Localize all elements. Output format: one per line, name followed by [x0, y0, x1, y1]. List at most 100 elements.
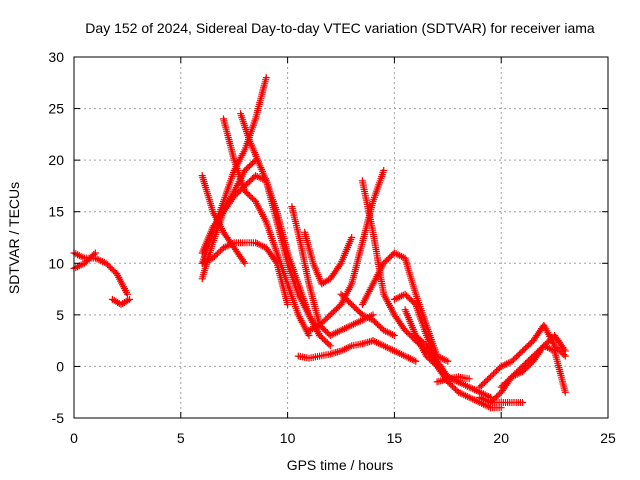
plus-markers: [326, 261, 344, 283]
plus-marker: [412, 357, 420, 365]
plus-markers: [358, 177, 377, 234]
series-arc-23: [433, 373, 473, 386]
y-tick-label: -5: [52, 410, 65, 426]
plus-markers: [316, 312, 333, 329]
x-tick-label: 20: [493, 430, 509, 446]
plus-markers: [455, 388, 471, 400]
plus-markers: [198, 225, 216, 257]
series-arc-13: [294, 337, 377, 362]
plus-markers: [412, 332, 429, 348]
plus-markers: [252, 76, 270, 123]
series-arc-12: [301, 228, 356, 288]
series-arc-8: [198, 239, 292, 309]
chart-title: Day 152 of 2024, Sidereal Day-to-day VTE…: [85, 20, 595, 36]
plus-marker: [326, 342, 334, 350]
plus-markers: [309, 259, 325, 286]
series-arc-26: [476, 393, 527, 407]
plus-markers: [273, 259, 291, 306]
plus-markers: [296, 239, 312, 286]
plus-markers: [380, 342, 397, 354]
plus-markers: [209, 245, 226, 262]
y-axis-label: SDTVAR / TECUs: [6, 182, 22, 294]
plus-markers: [91, 254, 108, 266]
plus-markers: [305, 353, 321, 362]
plus-markers: [102, 259, 119, 276]
plus-marker: [262, 74, 270, 82]
plus-markers: [252, 239, 268, 251]
plus-markers: [209, 209, 226, 231]
plus-markers: [380, 290, 397, 317]
plus-marker: [561, 347, 569, 355]
plus-markers: [262, 244, 280, 266]
plus-markers: [551, 332, 568, 353]
x-tick-label: 10: [280, 430, 296, 446]
plus-marker: [390, 331, 398, 339]
x-tick-label: 5: [177, 430, 185, 446]
plus-markers: [70, 249, 87, 261]
x-tick-label: 25: [600, 430, 616, 446]
y-tick-labels: -5 0 5 10 15 20 25 30: [48, 49, 64, 426]
plus-markers: [348, 241, 366, 288]
plus-markers: [220, 115, 238, 162]
plus-markers: [529, 344, 547, 365]
plus-marker: [126, 295, 134, 303]
plus-markers: [422, 342, 440, 369]
plus-marker: [316, 331, 324, 339]
plus-markers: [318, 276, 333, 288]
plus-markers: [487, 364, 504, 381]
plus-markers: [455, 378, 471, 390]
plus-markers: [401, 352, 418, 364]
series-arc-25: [487, 342, 569, 406]
plus-markers: [369, 337, 386, 349]
plus-markers: [519, 338, 536, 355]
plus-markers: [348, 317, 365, 329]
y-tick-label: 15: [48, 204, 64, 220]
plus-markers: [551, 342, 568, 359]
series-arc-1: [70, 249, 131, 298]
plus-markers: [262, 218, 280, 255]
x-tick-label: 0: [70, 430, 78, 446]
plus-markers: [273, 249, 291, 286]
plus-markers: [390, 347, 407, 359]
plus-marker: [561, 388, 569, 396]
plus-markers: [220, 169, 237, 205]
plus-markers: [326, 348, 343, 358]
plus-markers: [230, 244, 248, 266]
plus-markers: [326, 327, 343, 339]
series-arc-9: [220, 115, 313, 339]
plus-markers: [476, 399, 493, 411]
series-arc-27: [497, 332, 569, 391]
series-arc-2: [70, 249, 99, 272]
plus-markers: [476, 374, 493, 391]
series-arc-10: [237, 110, 324, 339]
plus-markers: [508, 348, 525, 365]
plus-markers: [326, 302, 343, 319]
plus-markers: [508, 368, 525, 381]
plus-markers: [369, 261, 387, 288]
y-tick-label: 30: [48, 49, 64, 65]
plus-marker: [241, 259, 249, 267]
plus-markers: [237, 110, 252, 141]
plus-markers: [337, 236, 355, 267]
plus-markers: [230, 156, 248, 193]
plus-markers: [252, 197, 269, 224]
plus-markers: [198, 255, 215, 267]
plus-marker: [380, 166, 388, 174]
plus-markers: [305, 280, 323, 327]
plus-marker: [465, 375, 473, 383]
plus-markers: [401, 306, 419, 337]
plus-markers: [284, 280, 302, 317]
plus-markers: [401, 254, 419, 296]
x-axis-label: GPS time / hours: [287, 457, 394, 473]
plus-markers: [497, 358, 514, 370]
plus-markers: [337, 322, 354, 334]
plus-markers: [254, 156, 269, 183]
y-tick-label: 25: [48, 101, 64, 117]
plus-markers: [294, 290, 312, 317]
plus-markers: [245, 136, 261, 162]
plus-markers: [476, 393, 493, 406]
series-arc-3: [108, 295, 134, 308]
axis-ticks: [73, 56, 609, 419]
plus-markers: [301, 228, 317, 265]
plus-markers: [337, 290, 354, 307]
